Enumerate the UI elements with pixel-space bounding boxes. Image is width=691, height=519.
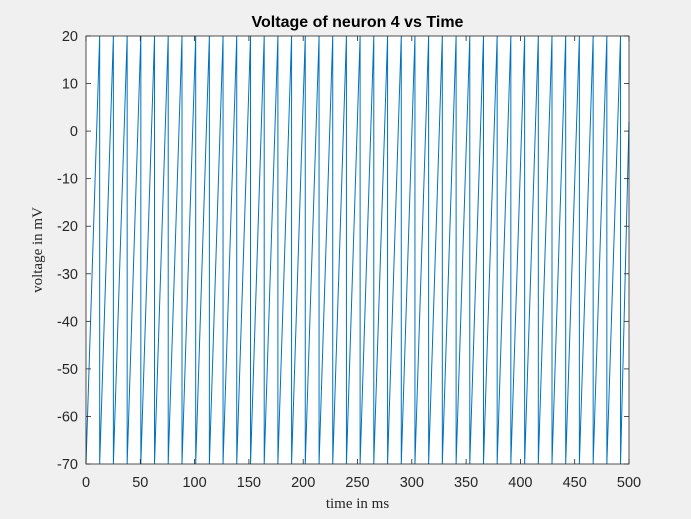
x-axis: 0 50 100 150 200 250 300 350 400 450 500: [82, 36, 641, 491]
y-tick-label: -60: [57, 409, 78, 425]
y-tick-label: 0: [70, 124, 78, 140]
y-tick-label: 20: [62, 29, 78, 45]
y-tick-label: -70: [57, 457, 78, 473]
y-tick-label: -30: [57, 267, 78, 283]
x-tick-label: 500: [617, 475, 641, 491]
y-tick-label: -10: [57, 172, 78, 188]
y-tick-label: -40: [57, 314, 78, 330]
x-tick-label: 0: [82, 475, 90, 491]
y-tick-label: -20: [57, 219, 78, 235]
y-axis-label: voltage in mV: [30, 207, 46, 293]
chart-title: Voltage of neuron 4 vs Time: [252, 14, 464, 31]
plot-area: [85, 35, 630, 465]
y-axis: -70 -60 -50 -40 -30 -20 -10 0 10 20: [57, 29, 629, 473]
x-axis-label: time in ms: [326, 496, 389, 512]
y-tick-label: 10: [62, 77, 78, 93]
y-tick-label: -50: [57, 362, 78, 378]
series-line-voltage: [85, 35, 630, 465]
x-tick-label: 250: [345, 475, 369, 491]
x-tick-label: 400: [508, 475, 532, 491]
x-tick-label: 50: [132, 475, 148, 491]
x-tick-label: 150: [237, 475, 261, 491]
x-tick-label: 450: [563, 475, 587, 491]
x-tick-label: 350: [454, 475, 478, 491]
x-tick-label: 100: [182, 475, 206, 491]
axes-background: [86, 36, 629, 464]
x-tick-label: 200: [291, 475, 315, 491]
x-tick-label: 300: [400, 475, 424, 491]
